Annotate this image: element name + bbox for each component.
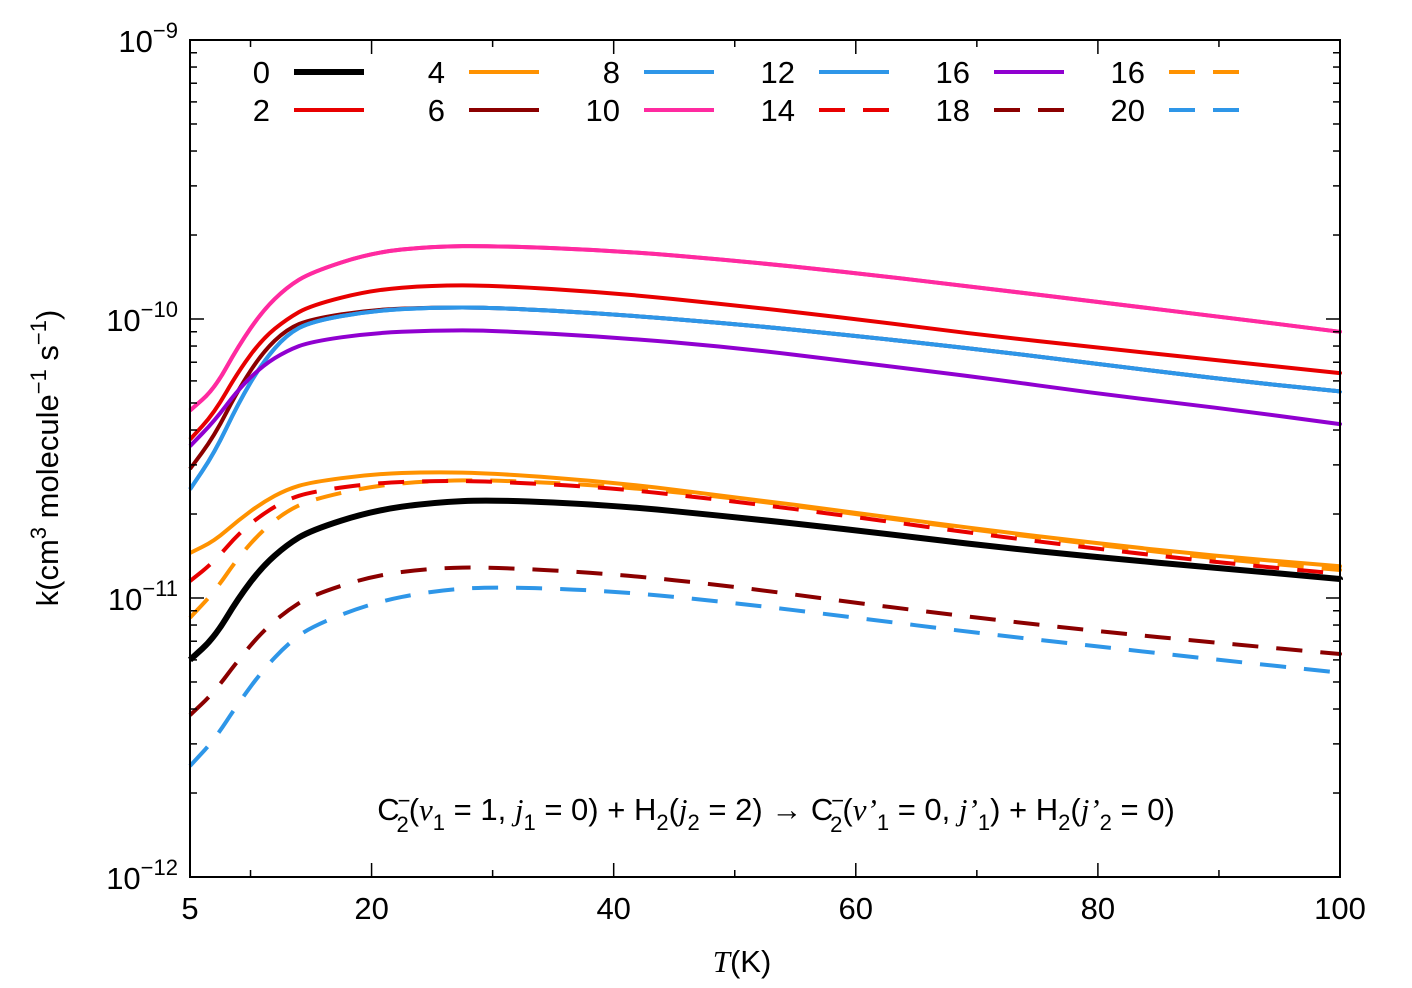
series-line-6 [188, 305, 1343, 471]
series-lines [187, 244, 1344, 768]
x-axis-title: T(K) [713, 944, 772, 979]
legend-label-12: 12 [761, 55, 795, 90]
y-axis-title: k(cm3 molecule−1 s−1) [26, 310, 65, 607]
series-line-18-dashed [188, 565, 1343, 717]
series-line-16 [188, 328, 1343, 448]
series-line-20-dashed [188, 585, 1343, 768]
legend-label-6: 6 [428, 93, 445, 128]
y-tick-label: 10−10 [106, 297, 178, 338]
series-line-4 [189, 470, 1343, 569]
plot-frame [189, 39, 1341, 878]
series-line-0 [187, 497, 1344, 663]
legend-label-16: 16 [1111, 55, 1145, 90]
legend-label-0: 0 [253, 55, 270, 90]
series-line-16-dashed [188, 478, 1343, 620]
legend-label-16: 16 [936, 55, 970, 90]
x-tick-label: 60 [839, 891, 873, 926]
x-tick-label: 100 [1314, 891, 1366, 926]
reaction-annotation: C− 2(v1 = 1, j1 = 0) + H2(j2 = 2) → C− 2(v… [377, 788, 1175, 837]
y-tick-label: 10−9 [118, 18, 178, 59]
legend-label-20: 20 [1111, 93, 1145, 128]
legend-label-4: 4 [428, 55, 445, 90]
x-tick-label: 40 [596, 891, 630, 926]
y-tick-label: 10−12 [106, 855, 178, 896]
x-tick-label: 80 [1081, 891, 1115, 926]
legend-label-14: 14 [761, 93, 795, 128]
series-line-18-dashed [188, 479, 1343, 583]
legend-label-18: 18 [936, 93, 970, 128]
legend-label-2: 2 [253, 93, 270, 128]
legend-label-8: 8 [603, 55, 620, 90]
x-tick-label: 5 [181, 891, 198, 926]
series-line-2 [188, 283, 1343, 441]
y-tick-label: 10−11 [108, 576, 178, 617]
legend-label-10: 10 [586, 93, 620, 128]
series-line-14 [188, 244, 1343, 413]
x-tick-label: 20 [354, 891, 388, 926]
series-line-12 [188, 305, 1343, 491]
